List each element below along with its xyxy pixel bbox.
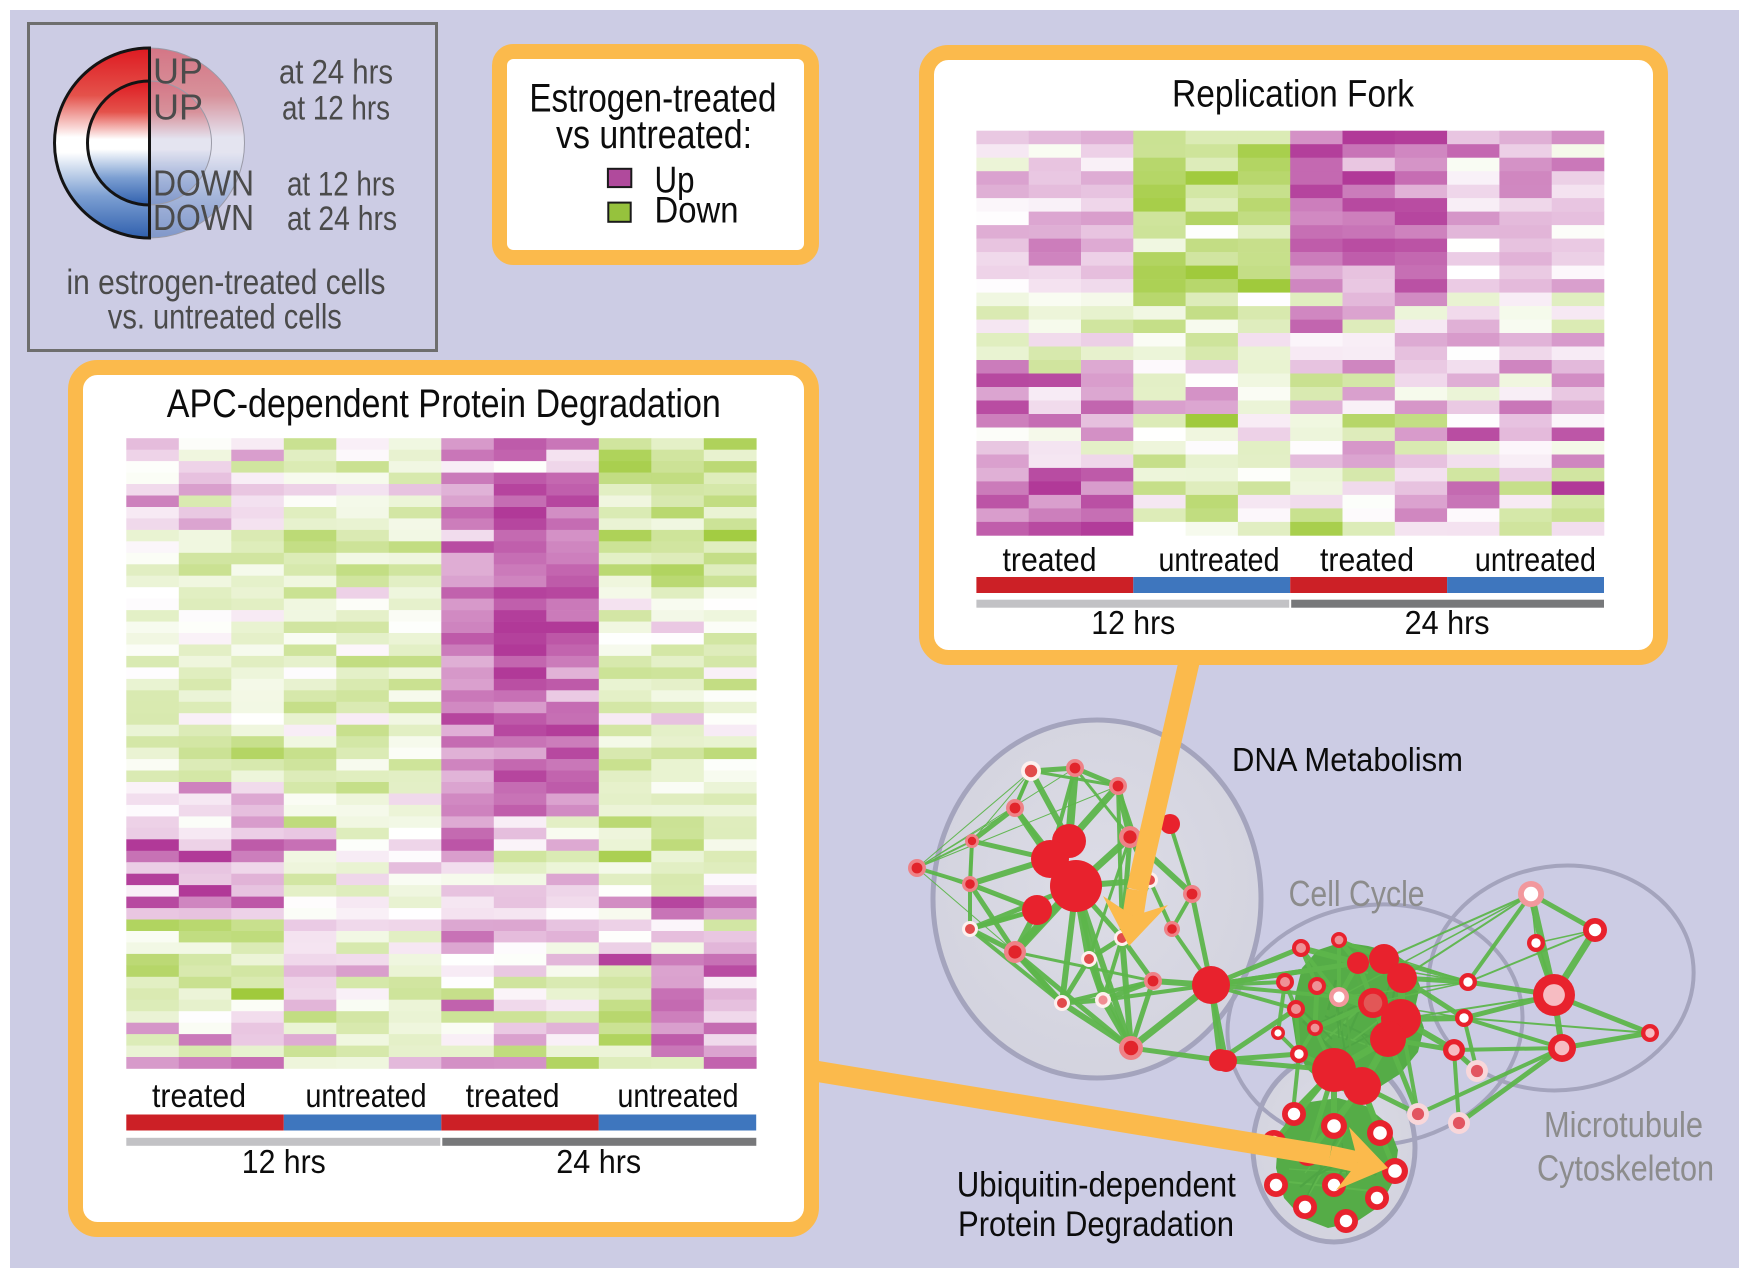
svg-text:Down: Down bbox=[655, 190, 739, 231]
svg-text:24 hrs: 24 hrs bbox=[556, 1143, 641, 1180]
svg-text:Cytoskeleton: Cytoskeleton bbox=[1537, 1148, 1714, 1189]
svg-text:Estrogen-treated: Estrogen-treated bbox=[529, 77, 776, 121]
svg-text:Replication Fork: Replication Fork bbox=[1172, 74, 1415, 116]
svg-text:at 12 hrs: at 12 hrs bbox=[282, 90, 390, 128]
svg-text:DOWN: DOWN bbox=[153, 163, 254, 204]
svg-text:Ubiquitin-dependent: Ubiquitin-dependent bbox=[957, 1166, 1236, 1205]
svg-text:DNA Metabolism: DNA Metabolism bbox=[1232, 741, 1463, 778]
svg-text:UP: UP bbox=[153, 87, 203, 128]
svg-text:treated: treated bbox=[1003, 541, 1097, 578]
svg-text:untreated: untreated bbox=[618, 1077, 739, 1114]
svg-text:at 24 hrs: at 24 hrs bbox=[279, 53, 393, 91]
svg-text:untreated: untreated bbox=[306, 1077, 427, 1114]
svg-text:Protein Degradation: Protein Degradation bbox=[958, 1205, 1234, 1244]
svg-text:12 hrs: 12 hrs bbox=[1091, 604, 1175, 641]
svg-text:DOWN: DOWN bbox=[153, 197, 254, 238]
svg-text:at 24 hrs: at 24 hrs bbox=[287, 200, 397, 238]
svg-text:24 hrs: 24 hrs bbox=[1405, 604, 1490, 641]
svg-text:Cell Cycle: Cell Cycle bbox=[1289, 873, 1425, 914]
svg-text:Up: Up bbox=[655, 160, 695, 201]
svg-text:treated: treated bbox=[1320, 541, 1414, 578]
svg-text:treated: treated bbox=[152, 1077, 246, 1114]
svg-text:Microtubule: Microtubule bbox=[1544, 1104, 1703, 1145]
svg-text:UP: UP bbox=[153, 50, 203, 91]
svg-text:in estrogen-treated cells: in estrogen-treated cells bbox=[67, 263, 386, 302]
svg-text:vs. untreated cells: vs. untreated cells bbox=[108, 298, 342, 337]
svg-text:untreated: untreated bbox=[1475, 541, 1596, 578]
svg-text:at 12 hrs: at 12 hrs bbox=[287, 166, 395, 204]
svg-text:untreated: untreated bbox=[1159, 541, 1280, 578]
svg-text:12 hrs: 12 hrs bbox=[242, 1143, 326, 1180]
svg-text:vs untreated:: vs untreated: bbox=[556, 113, 752, 157]
svg-text:treated: treated bbox=[466, 1077, 560, 1114]
svg-text:APC-dependent Protein Degradat: APC-dependent Protein Degradation bbox=[167, 382, 721, 426]
